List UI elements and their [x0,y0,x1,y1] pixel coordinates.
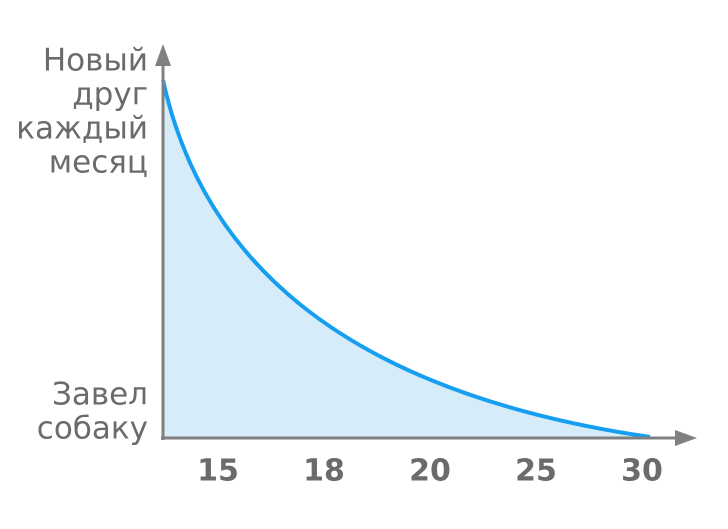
curve [161,79,651,439]
x-label: 18 [303,454,345,489]
y-label-top: друг [72,77,148,113]
area [163,80,650,438]
x-arrow [675,430,697,446]
x-label: 15 [197,454,239,489]
y-label-top: Новый [43,43,148,79]
y-label-top: каждый [16,111,148,147]
x-label: 20 [409,454,451,489]
y-label-bottom: Завел [52,377,148,413]
y-label-bottom: собаку [37,411,148,447]
y-label-top: месяц [49,145,148,181]
y-arrow [155,44,171,66]
x-label: 25 [515,454,557,489]
x-label: 30 [621,454,663,489]
